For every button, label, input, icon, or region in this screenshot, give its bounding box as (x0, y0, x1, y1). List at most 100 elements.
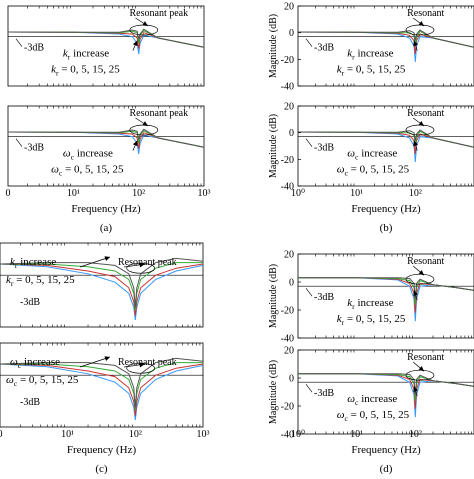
panel-caption: (c) (95, 463, 108, 474)
y-tick-label: 0 (289, 128, 294, 139)
resonant-peak-label: Resonant (407, 352, 444, 363)
plot-frame (7, 5, 205, 87)
y-axis-label: Magnitude (dB) (268, 360, 279, 424)
series-line-25 (7, 128, 205, 148)
minus3db-label: -3dB (314, 388, 334, 399)
series-line-25 (298, 277, 474, 299)
minus3db-label: -3dB (314, 143, 334, 154)
x-tick-label: 10² (132, 188, 145, 199)
series-line-25 (7, 28, 205, 48)
plot-frame (7, 105, 205, 187)
increase-arrow (79, 256, 111, 268)
y-tick-label: -20 (281, 155, 294, 166)
increase-arrowhead (413, 140, 418, 147)
y-axis-label: Magnitude (dB) (268, 264, 279, 328)
panel-caption: (b) (380, 222, 393, 234)
x-tick-label: 0 (6, 188, 11, 199)
minus3db-pointer (15, 138, 23, 147)
y-tick-label: 0 (289, 278, 294, 289)
x-tick-label: 10¹ (67, 188, 80, 199)
minus3db-pointer (305, 288, 313, 297)
x-tick-label: 10¹ (350, 429, 363, 440)
increase-arrow (79, 356, 111, 368)
parameter-values-label: ωc = 0, 5, 15, 25 (337, 164, 410, 178)
increase-arrowhead (104, 356, 110, 361)
resonant-peak-label: Resonant peak (130, 108, 189, 119)
parameter-values-label: kr = 0, 5, 15, 25 (337, 64, 406, 78)
series-line-25 (0, 357, 204, 408)
resonant-peak-label: Resonant peak (130, 8, 189, 19)
minus3db-label: -3dB (314, 292, 334, 303)
increase-arrowhead (413, 290, 418, 296)
subplot-top: Resonant peak -3dB kr increase kr = 0, 5, 1… (7, 5, 205, 87)
x-tick-label: 10⁰ (291, 429, 305, 440)
resonant-peak-arrowhead (418, 270, 424, 276)
resonant-peak-label: Resonant (407, 108, 444, 119)
resonant-peak-label: Resonant (407, 256, 444, 267)
resonant-peak-label: Resonant peak (118, 357, 177, 368)
x-tick-label: 10³ (198, 188, 211, 199)
y-tick-label: -20 (281, 55, 294, 66)
increase-arrowhead (132, 140, 138, 147)
y-tick-label: 0 (289, 374, 294, 385)
resonant-peak-arrowhead (418, 121, 424, 126)
x-tick-label: 10³ (197, 429, 210, 440)
minus3db-label: -3dB (24, 43, 44, 54)
plot-frame (297, 5, 474, 87)
series-line-0 (0, 363, 204, 421)
parameter-values-label: ωc = 0, 5, 15, 25 (6, 374, 79, 388)
increase-arrowhead (132, 40, 138, 47)
x-axis-label: Frequency (Hz) (351, 203, 421, 215)
chart-panel-c: Resonant peak kr increase kr = 0, 5, 15, 2… (0, 242, 210, 475)
y-tick-label: -40 (281, 182, 294, 193)
x-axis-label: Frequency (Hz) (71, 203, 141, 215)
increase-label: ωc increase (347, 148, 397, 162)
increase-arrowhead (413, 386, 418, 392)
parameter-values-label: kr = 0, 5, 15, 25 (6, 274, 75, 288)
minus3db-label: -3dB (24, 143, 44, 154)
resonant-peak-arrowhead (418, 366, 424, 372)
increase-label: ωc increase (10, 356, 60, 370)
minus3db-pointer (305, 38, 313, 47)
series-line-0 (0, 263, 204, 321)
increase-arrowhead (413, 40, 418, 47)
resonant-peak-arrowhead (142, 121, 148, 126)
y-tick-label: -40 (281, 430, 294, 441)
increase-label: ωc increase (63, 148, 113, 162)
increase-label: kr increase (347, 297, 393, 311)
panel-caption: (d) (380, 463, 393, 474)
x-tick-label: 10¹ (61, 429, 74, 440)
resonant-peak-arrowhead (418, 21, 424, 26)
parameter-values-label: ωc = 0, 5, 15, 25 (51, 164, 124, 178)
increase-label: kr increase (10, 256, 56, 270)
minus3db-label: -3dB (314, 43, 334, 54)
y-tick-label: 20 (284, 346, 294, 357)
minus3db-label: -3dB (20, 397, 40, 408)
chart-panel-a: Resonant peak -3dB kr increase kr = 0, 5, 1… (6, 5, 211, 234)
x-tick-label: 10² (409, 429, 422, 440)
increase-label: ωc increase (347, 393, 397, 407)
panel-caption: (a) (100, 222, 113, 234)
series-line-5 (0, 263, 204, 316)
minus3db-label: -3dB (20, 297, 40, 308)
resonant-peak-arrowhead (139, 362, 145, 368)
series-line-25 (298, 373, 474, 395)
plot-frame (297, 253, 474, 339)
y-tick-label: 20 (284, 250, 294, 261)
y-tick-label: 20 (284, 2, 294, 13)
y-tick-label: -40 (281, 82, 294, 93)
subplot-bottom: Resonant peak ωc increase ωc = 0, 5, 15, 2… (0, 342, 204, 428)
subplot-bottom: Resonant peak -3dB ωc increase ωc = 0, 5, 1… (7, 105, 205, 187)
y-tick-label: -20 (281, 306, 294, 317)
y-tick-label: -40 (281, 334, 294, 345)
x-tick-label: 0 (0, 429, 3, 440)
minus3db-pointer (15, 38, 23, 47)
increase-label: kr increase (63, 48, 109, 62)
plot-frame (297, 349, 474, 435)
minus3db-pointer (305, 138, 313, 147)
